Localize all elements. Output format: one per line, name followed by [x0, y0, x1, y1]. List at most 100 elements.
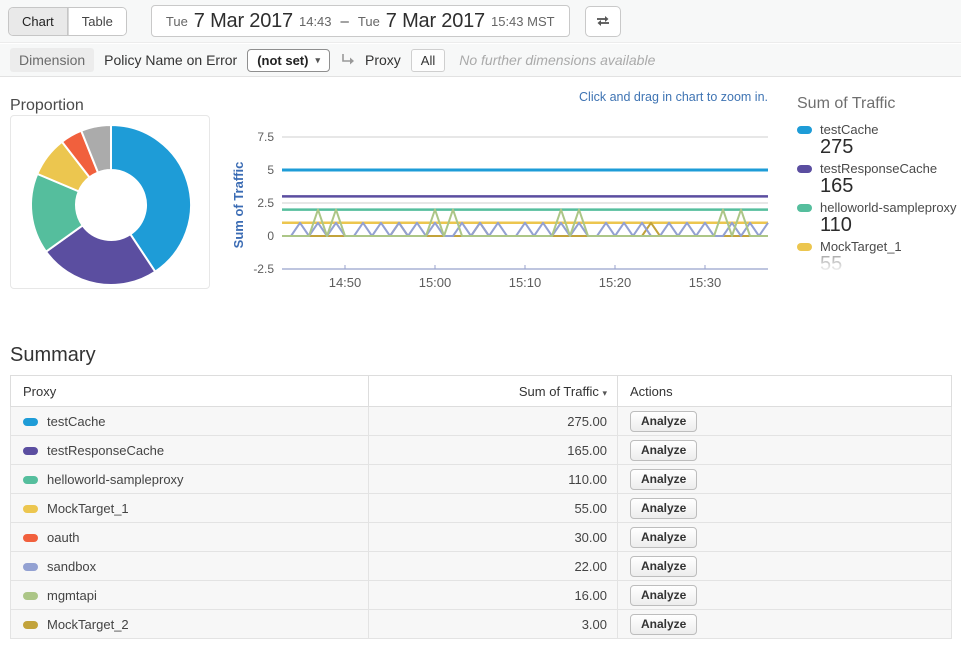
x-tick-label: 15:20	[599, 275, 632, 290]
legend-series-name: MockTarget_1	[820, 239, 902, 254]
traffic-value: 30.00	[368, 522, 618, 552]
analyze-button[interactable]: Analyze	[630, 439, 698, 461]
legend-series-name: testCache	[820, 122, 879, 137]
analyze-button[interactable]: Analyze	[630, 584, 698, 606]
table-row: MockTarget_1 55.00 Analyze	[10, 493, 952, 523]
table-row: mgmtapi 16.00 Analyze	[10, 580, 952, 610]
legend-title: Sum of Traffic	[797, 95, 896, 112]
analyze-button[interactable]: Analyze	[630, 526, 698, 548]
end-day: Tue	[357, 13, 380, 29]
proxy-name: helloworld-sampleproxy	[47, 471, 184, 487]
dimension-bar: Dimension Policy Name on Error (not set)…	[0, 44, 961, 77]
drill-dimension-label: Proxy	[365, 52, 401, 68]
traffic-value: 110.00	[368, 464, 618, 494]
sort-desc-icon: ▾	[602, 387, 607, 398]
start-time: 14:43	[298, 13, 332, 29]
end-time: 15:43 MST	[490, 13, 555, 29]
column-header-sum-of-traffic[interactable]: Sum of Traffic ▾	[368, 375, 618, 407]
legend-series-value: 165	[820, 175, 854, 197]
traffic-value: 165.00	[368, 435, 618, 465]
legend-series-value: 110	[820, 214, 852, 236]
proportion-donut-card	[10, 115, 210, 289]
y-tick-label: 0	[267, 229, 274, 243]
end-date: 7 Mar 2017	[385, 9, 485, 32]
series-color-pill	[23, 592, 38, 601]
series-color-pill	[23, 563, 38, 572]
table-row: helloworld-sampleproxy 110.00 Analyze	[10, 464, 952, 494]
caret-down-icon: ▾	[315, 54, 320, 65]
table-row: testCache 275.00 Analyze	[10, 406, 952, 436]
view-toggle: Chart Table	[8, 6, 127, 36]
proxy-name: testCache	[47, 413, 106, 429]
proxy-name: testResponseCache	[47, 442, 165, 458]
start-date: 7 Mar 2017	[193, 9, 293, 32]
proxy-name: mgmtapi	[47, 587, 97, 603]
traffic-value: 16.00	[368, 580, 618, 610]
x-tick-label: 14:50	[329, 275, 362, 290]
dimension-value: (not set)	[257, 52, 309, 68]
series-color-pill	[23, 447, 38, 456]
series-color-pill	[797, 203, 812, 212]
column-header-proxy[interactable]: Proxy	[10, 375, 369, 407]
summary-title: Summary	[10, 344, 96, 366]
chart-tab[interactable]: Chart	[9, 7, 68, 35]
refresh-button[interactable]	[584, 5, 621, 37]
proportion-donut-chart[interactable]	[11, 116, 209, 288]
table-row: oauth 30.00 Analyze	[10, 522, 952, 552]
drill-value-button[interactable]: All	[410, 48, 446, 72]
analyze-button[interactable]: Analyze	[630, 410, 698, 432]
analyze-button[interactable]: Analyze	[630, 555, 698, 577]
donut-slice-other[interactable]	[80, 124, 112, 174]
analyze-button[interactable]: Analyze	[630, 468, 698, 490]
traffic-value: 55.00	[368, 493, 618, 523]
analyze-button[interactable]: Analyze	[630, 497, 698, 519]
legend-series-value: 275	[820, 136, 854, 158]
table-row: MockTarget_2 3.00 Analyze	[10, 609, 952, 639]
series-color-pill	[797, 164, 812, 173]
series-color-pill	[23, 418, 38, 427]
dimension-value-dropdown[interactable]: (not set) ▾	[247, 48, 330, 72]
toolbar: Chart Table Tue 7 Mar 2017 14:43 – Tue 7…	[0, 0, 961, 43]
summary-table: Proxy Sum of Traffic ▾ Actions testCache…	[10, 375, 952, 639]
y-tick-label: -2.5	[253, 262, 274, 276]
y-tick-label: 2.5	[257, 196, 274, 210]
dimensions-note: No further dimensions available	[459, 52, 656, 68]
chart-legend: Sum of Traffic testCache 275 testResponseC…	[797, 95, 961, 277]
series-color-pill	[797, 125, 812, 134]
table-row: sandbox 22.00 Analyze	[10, 551, 952, 581]
y-axis-label: Sum of Traffic	[231, 162, 246, 249]
legend-item[interactable]: MockTarget_1 55	[797, 239, 961, 275]
legend-item[interactable]: testCache 275	[797, 122, 961, 158]
x-tick-label: 15:10	[509, 275, 542, 290]
dimension-name: Policy Name on Error	[104, 52, 238, 68]
traffic-line-chart[interactable]: Click and drag in chart to zoom in. Sum …	[230, 85, 775, 300]
table-row: testResponseCache 165.00 Analyze	[10, 435, 952, 465]
proxy-name: sandbox	[47, 558, 97, 574]
legend-item[interactable]: helloworld-sampleproxy 110	[797, 200, 961, 236]
x-tick-label: 15:30	[689, 275, 722, 290]
legend-series-value: 55	[820, 253, 843, 275]
table-tab[interactable]: Table	[67, 7, 126, 35]
start-day: Tue	[165, 13, 188, 29]
y-tick-label: 7.5	[257, 130, 274, 144]
proxy-name: MockTarget_1	[47, 500, 129, 516]
analyze-button[interactable]: Analyze	[630, 613, 698, 635]
refresh-icon	[596, 16, 609, 26]
donut-slice-testResponseCache[interactable]	[45, 224, 157, 286]
date-range-separator: –	[340, 12, 349, 30]
proportion-title: Proportion	[10, 97, 84, 114]
legend-series-name: testResponseCache	[820, 161, 938, 176]
series-color-pill	[23, 505, 38, 514]
traffic-value: 3.00	[368, 609, 618, 639]
date-range-button[interactable]: Tue 7 Mar 2017 14:43 – Tue 7 Mar 2017 15…	[150, 5, 570, 37]
series-sandbox	[282, 221, 769, 237]
legend-series-name: helloworld-sampleproxy	[820, 200, 957, 215]
traffic-value: 22.00	[368, 551, 618, 581]
y-tick-label: 5	[267, 163, 274, 177]
legend-item[interactable]: testResponseCache 165	[797, 161, 961, 197]
column-header-actions: Actions	[617, 375, 952, 407]
series-color-pill	[797, 242, 812, 251]
drill-arrow-icon	[342, 54, 354, 65]
series-color-pill	[23, 621, 38, 630]
